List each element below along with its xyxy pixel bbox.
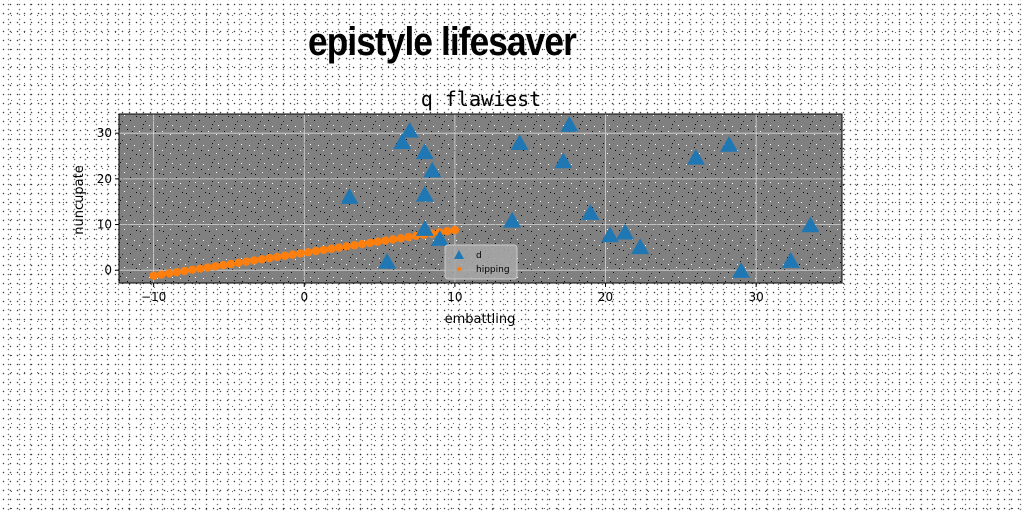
axis-ticks: −10 0 10 20 30 0 10 20 30 [97,126,764,304]
series-hipping-point [273,252,282,262]
y-axis-label: nuncupate [72,165,87,234]
series-d-point [601,226,620,243]
series-hipping-point [396,234,406,243]
series-d-point [801,216,820,233]
series-d-point [781,252,800,268]
series-d [340,115,820,278]
series-hipping-point [334,243,344,252]
series-hipping-point [342,242,351,251]
series-d-point [616,223,635,240]
series-hipping-point [149,271,158,280]
x-axis-label: embattling [445,312,516,327]
series-hipping-point [303,248,313,257]
series-hipping-point [404,232,413,242]
series-hipping-point [180,266,189,276]
series-d-point [720,136,739,152]
series-hipping-point [358,239,367,249]
series-hipping-point [350,241,359,250]
chart-title: q flawiest [421,87,541,111]
series-hipping-point [311,246,321,256]
series-d-point [340,188,359,204]
y-tick-label: 0 [104,263,112,277]
series-hipping-point [211,262,220,271]
plot-frame [118,113,843,284]
x-tick-label: 30 [749,290,764,304]
series-hipping-point [195,264,205,273]
series-hipping-point [381,236,390,245]
series-hipping [149,225,460,280]
series-hipping-point [288,250,297,259]
series-d-point [581,204,600,220]
series-d-point [560,115,579,132]
series-hipping-point [319,245,328,255]
y-tick-label: 20 [97,172,112,186]
data-marks [149,115,820,280]
series-hipping-point [218,260,228,270]
series-hipping-point [164,269,174,278]
series-hipping-point [188,265,197,275]
series-hipping-point [296,249,305,258]
legend-label-hipping: hipping [476,265,510,275]
series-d-point [415,185,434,202]
series-hipping-point [249,256,259,265]
series-hipping-point [373,237,382,246]
series-hipping-point [327,244,336,253]
series-hipping-point [234,258,243,268]
x-tick-label: 0 [300,290,308,304]
series-hipping-point [365,238,375,248]
x-tick-label: 20 [598,290,613,304]
series-d-point [732,262,751,278]
series-d-point [415,220,434,236]
series-d-point [378,252,397,269]
series-hipping-point [242,257,251,266]
legend: d hipping [444,244,518,280]
series-hipping-point [257,255,266,264]
figure-suptitle: epistyle lifesaver [308,20,577,64]
series-hipping-point [280,251,290,260]
series-d-point [686,148,705,165]
legend-marker-hipping [456,266,462,272]
series-hipping-point [157,270,166,279]
series-d-point [554,152,573,169]
legend-label-d: d [476,251,482,261]
legend-marker-d [454,250,464,259]
series-hipping-point [172,267,182,277]
series-hipping-point [265,253,274,263]
series-hipping-point [388,235,398,244]
series-d-point [430,230,449,246]
series-d-point [423,161,442,178]
x-tick-label: 10 [447,290,462,304]
series-d-point [393,133,412,150]
series-d-point [510,134,529,150]
series-d-point [503,211,522,228]
y-tick-label: 10 [97,218,112,232]
series-d-point [400,121,419,138]
series-hipping-point [450,225,460,235]
series-d-point [631,238,650,255]
series-hipping-point [203,263,212,272]
series-hipping-point [442,226,452,236]
series-d-point [415,143,434,160]
series-hipping-point [226,259,236,269]
x-tick-label: −10 [141,290,166,304]
y-tick-label: 30 [97,126,112,140]
